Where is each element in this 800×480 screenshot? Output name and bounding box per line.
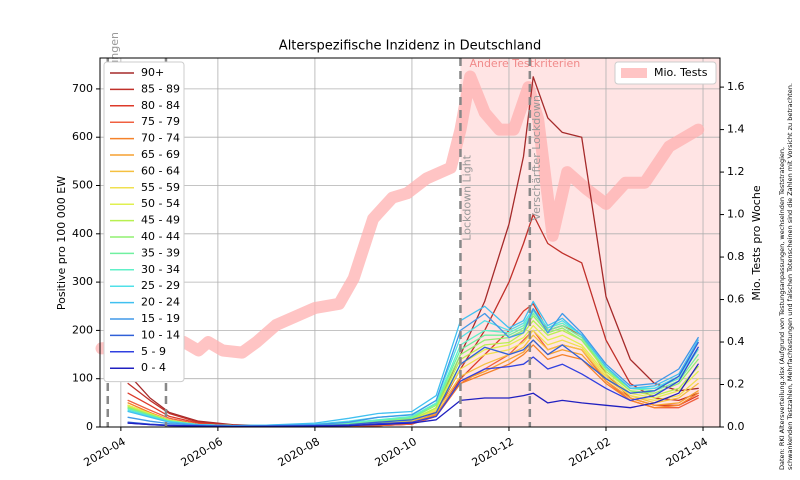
y2-tick-label: 1.0 <box>727 208 745 221</box>
y2-tick-label: 0.8 <box>727 250 745 263</box>
x-tick-label: 2021-02 <box>567 435 613 469</box>
legend-label: 20 - 24 <box>141 296 180 309</box>
legend-label: 90+ <box>141 66 164 79</box>
legend-box <box>103 61 185 383</box>
y2-tick-label: 0.4 <box>727 335 745 348</box>
y-axis-label: Positive pro 100 000 EW <box>55 176 68 310</box>
legend-label: 70 - 74 <box>141 132 180 145</box>
legend-label: 85 - 89 <box>141 82 180 95</box>
series-line <box>127 363 699 428</box>
y-tick-label: 0 <box>86 420 93 433</box>
legend-label: 65 - 69 <box>141 148 180 161</box>
legend: 90+ 85 - 89 80 - 84 75 - 79 70 - 74 65 - 69 60… <box>103 61 185 383</box>
y2-tick-label: 1.4 <box>727 123 745 136</box>
legend-swatch <box>621 68 647 78</box>
y-tick-label: 700 <box>72 82 93 95</box>
legend: Mio. Tests <box>614 61 717 85</box>
legend-box <box>614 61 717 85</box>
source-note: Daten: RKI Altersverteilung.xlsx (Aufgru… <box>778 147 786 470</box>
y2-tick-label: 1.2 <box>727 165 745 178</box>
legend-label: 25 - 29 <box>141 279 180 292</box>
x-tick-label: 2020-08 <box>276 435 322 469</box>
legend-label: 5 - 9 <box>141 345 166 358</box>
legend-label: 75 - 79 <box>141 115 180 128</box>
legend-label: 15 - 19 <box>141 312 180 325</box>
y-tick-label: 600 <box>72 130 93 143</box>
y-tick-label: 300 <box>72 275 93 288</box>
y2-tick-label: 0.6 <box>727 293 745 306</box>
y2-tick-label: 1.6 <box>727 80 745 93</box>
x-tick-label: 2020-12 <box>470 435 516 469</box>
legend-label: 50 - 54 <box>141 197 180 210</box>
legend-label: 45 - 49 <box>141 214 180 227</box>
legend-label: 30 - 34 <box>141 263 180 276</box>
y2-tick-label: 0.0 <box>727 420 745 433</box>
legend-label: 35 - 39 <box>141 246 180 259</box>
x-tick-label: 2020-10 <box>373 435 419 469</box>
legend-label: 55 - 59 <box>141 181 180 194</box>
shaded-label: Andere Testkriterien <box>469 57 580 70</box>
x-tick-label: 2020-06 <box>179 435 225 469</box>
plot-frame <box>99 57 721 428</box>
y-tick-label: 200 <box>72 323 93 336</box>
legend-label: 10 - 14 <box>141 328 180 341</box>
legend-label: Mio. Tests <box>654 66 708 79</box>
legend-label: 0 - 4 <box>141 361 166 374</box>
tests-line <box>95 70 705 363</box>
legend-label: 40 - 44 <box>141 230 180 243</box>
legend-label: 80 - 84 <box>141 99 180 112</box>
y2-tick-label: 0.2 <box>727 378 745 391</box>
source-note: schwankenden Testzahlen, Mehrfachtestung… <box>786 83 794 470</box>
y-tick-label: 100 <box>72 372 93 385</box>
x-tick-label: 2021-04 <box>664 435 710 469</box>
chart-title: Alterspezifische Inzidenz in Deutschland <box>279 39 541 54</box>
y2-axis-label: Mio. Tests pro Woche <box>750 185 763 300</box>
y-tick-label: 500 <box>72 179 93 192</box>
x-tick-label: 2020-04 <box>82 435 128 469</box>
legend-label: 60 - 64 <box>141 164 180 177</box>
event-label: Lockdown Light <box>460 154 473 240</box>
event-label: Verschärfter Lockdown <box>530 95 543 221</box>
y-tick-label: 400 <box>72 227 93 240</box>
